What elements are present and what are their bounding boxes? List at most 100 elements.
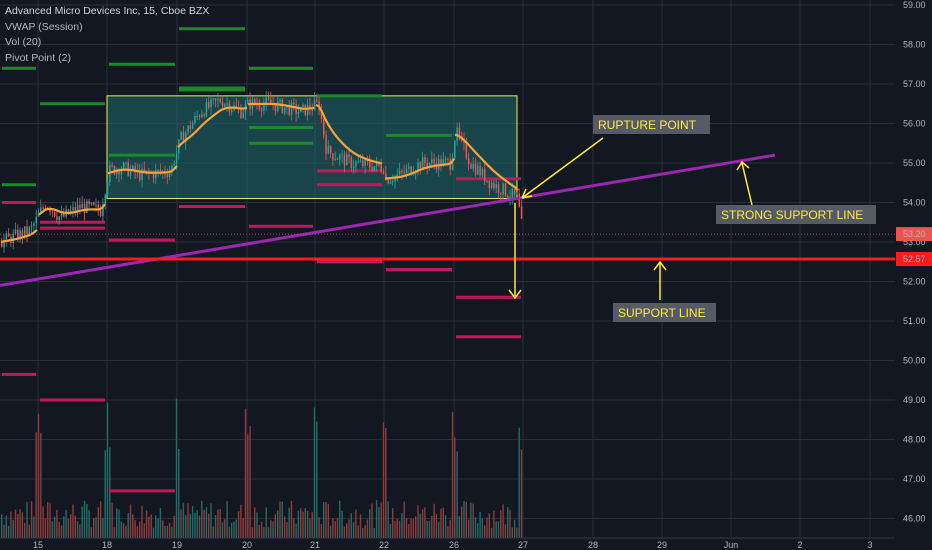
volume-bar [357, 525, 359, 538]
volume-bar [309, 518, 311, 538]
candle-body [180, 132, 182, 140]
volume-bar [136, 526, 139, 538]
volume-bar [343, 526, 346, 538]
time-tick-label: 3 [867, 540, 872, 550]
volume-bar [479, 511, 481, 538]
symbol-title[interactable]: Advanced Micro Devices Inc, 15, Cboe BZX [5, 5, 210, 17]
candle-body [81, 203, 83, 209]
price-tick-label: 50.00 [903, 356, 926, 366]
candle-body [484, 168, 486, 182]
candle-body [102, 204, 104, 216]
volume-bar [42, 506, 44, 538]
volume-bar [86, 503, 88, 538]
candle-body [95, 204, 97, 206]
volume-bar [178, 448, 180, 538]
candle-body [387, 178, 389, 184]
volume-bar [191, 505, 194, 538]
candle-body [520, 206, 523, 219]
candle-body [247, 99, 249, 104]
volume-bar [148, 516, 150, 538]
candle-body [254, 99, 256, 105]
volume-bar [219, 509, 221, 538]
volume-bar [152, 527, 155, 538]
candle-body [447, 158, 449, 160]
price-marker [896, 251, 932, 266]
volume-bar [461, 506, 463, 538]
volume-bar [7, 525, 10, 538]
volume-bar [458, 515, 461, 538]
indicator-volume[interactable]: Vol (20) [5, 36, 42, 48]
indicator-pivot[interactable]: Pivot Point (2) [5, 51, 71, 64]
volume-bar [509, 509, 511, 538]
indicator-vwap[interactable]: VWAP (Session) [5, 20, 83, 33]
candle-body [106, 182, 109, 196]
volume-bar [37, 413, 40, 538]
time-axis[interactable]: 15 18 19 20 21 22 26 27 28 29 Jun 2 3 [0, 537, 895, 550]
volume-bar [201, 500, 203, 538]
time-tick-label: 18 [102, 540, 112, 550]
candle-body [401, 170, 403, 173]
annotation-label: STRONG SUPPORT LINE [721, 208, 863, 222]
volume-bar [346, 523, 348, 538]
candle-body [86, 200, 88, 213]
candle-body [28, 227, 31, 235]
volume-bar [83, 500, 86, 538]
volume-bar [362, 527, 364, 538]
vwap-segment [454, 133, 519, 192]
volume-bar [369, 509, 371, 538]
volume-bar [295, 523, 297, 538]
vwap-segment [38, 203, 106, 216]
candle-body [490, 183, 493, 188]
strong-support-arrowhead [736, 160, 750, 171]
candle-body [74, 207, 77, 212]
candle-body [37, 213, 40, 217]
volume-bar [141, 505, 143, 538]
candle-body [42, 207, 44, 209]
volume-bar [304, 508, 306, 538]
candle-body [320, 111, 323, 120]
volume-bar [231, 522, 233, 538]
candle-body [205, 101, 208, 117]
candle-body [336, 158, 339, 160]
volume-bar [426, 520, 428, 538]
rupture-arrowhead [521, 188, 533, 199]
annotations[interactable]: RUPTURE POINT STRONG SUPPORT LINE SUPPORT … [508, 115, 876, 322]
price-tick-label: 46.00 [903, 514, 926, 524]
candle-body [210, 98, 212, 108]
candle-body [182, 132, 185, 143]
volume-bar [470, 502, 472, 538]
volume-bar [513, 519, 516, 538]
candle-body [93, 202, 95, 205]
candle-body [313, 99, 316, 110]
candle-body [433, 159, 435, 164]
candle-body [3, 239, 5, 248]
volume-bar [410, 518, 412, 538]
candle-body [424, 157, 426, 164]
candle-body [339, 155, 341, 160]
volume-bar [490, 527, 493, 538]
candle-body [24, 226, 26, 237]
volume-bar [157, 518, 159, 538]
price-axis[interactable]: 59.00 58.00 57.00 56.00 55.00 54.00 53.00 52.00… [895, 0, 932, 550]
volume-bar [431, 515, 433, 538]
candle-body [355, 161, 357, 167]
volume-bar [447, 526, 449, 538]
volume-bar [382, 422, 385, 538]
chart-legend: Advanced Micro Devices Inc, 15, Cboe BZX… [5, 4, 209, 66]
volume-bar [474, 517, 477, 538]
volume-bar [327, 503, 329, 538]
candle-body [398, 170, 401, 175]
volume-bar [486, 517, 488, 538]
trend-lines[interactable] [0, 153, 895, 287]
candle-body [382, 171, 385, 174]
volume-bar [401, 513, 403, 538]
volume-bar [187, 503, 189, 538]
volume-bar [171, 527, 173, 538]
candle-body [334, 158, 336, 160]
volume-bar [28, 524, 30, 538]
candle-body [134, 165, 136, 173]
candle-body [97, 204, 100, 211]
volume-bar [463, 500, 465, 538]
volume-bar [316, 421, 318, 538]
